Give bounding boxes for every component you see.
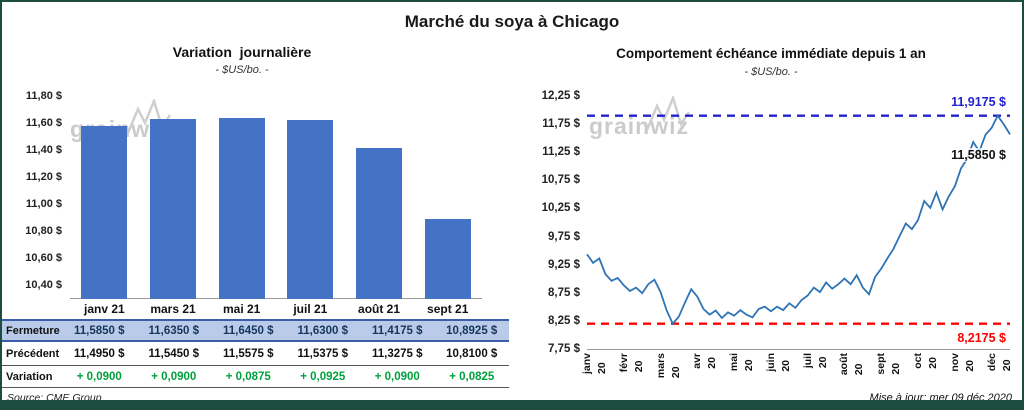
bar-category-label: janv 21	[83, 302, 125, 316]
line-xtick-label: janv 20	[581, 353, 608, 375]
row-label: Fermeture	[6, 324, 60, 337]
table-cell: 11,6350 $	[148, 324, 200, 337]
line-xtick-label: févr 20	[617, 353, 645, 373]
table-cell: 11,5575 $	[222, 347, 274, 360]
bar-6	[424, 219, 471, 299]
table-cell: 11,5850 $	[73, 324, 125, 337]
line-ytick-label: 8,25 $	[548, 314, 580, 327]
table-row-precedent: Précédent 11,4950 $ 11,5450 $ 11,5575 $ 11,5…	[2, 342, 509, 365]
bar-ytick-label: 11,60 $	[25, 116, 62, 129]
line-xtick-label: juin 20	[764, 353, 792, 372]
table-cell: 10,8925 $	[446, 324, 498, 337]
table-cell: + 0,0900	[374, 370, 420, 383]
bar-chart-plot: grainwiz 11,80 $11,60 $11,40 $11,20 $11,…	[25, 90, 482, 299]
table-cell: 11,4950 $	[73, 347, 125, 360]
line-xtick-label: sept 20	[875, 353, 903, 375]
line-ytick-label: 11,75 $	[542, 118, 580, 131]
table-cell: + 0,0925	[300, 370, 346, 383]
footer-bar	[2, 400, 1022, 408]
line-ytick-label: 11,25 $	[542, 146, 580, 159]
bar-category-label: mai 21	[223, 302, 261, 316]
price-line-chart	[586, 113, 1011, 326]
bar-3	[218, 117, 265, 299]
table-row-fermeture: Fermeture 11,5850 $ 11,6350 $ 11,6450 $ 11,6…	[2, 319, 509, 342]
watermark-text: grainwiz	[589, 113, 690, 139]
last-price-label: 11,5850 $	[949, 148, 1008, 163]
bar-5	[356, 148, 402, 299]
table-cell: 11,3275 $	[371, 347, 423, 360]
bar-ytick-label: 10,40 $	[25, 278, 62, 291]
line-xtick-label: août 20	[838, 353, 866, 376]
line-xtick-label: oct 20	[912, 353, 940, 369]
line-xtick-label: déc 20	[985, 353, 1013, 372]
line-xtick-label: mai 20	[728, 353, 756, 372]
line-xtick-label: juil 20	[801, 353, 829, 369]
bar-ytick-label: 11,80 $	[25, 89, 62, 102]
bar-ytick-label: 10,80 $	[25, 224, 62, 237]
bar-chart-subtitle: - $US/bo. -	[215, 64, 269, 76]
price-table: Fermeture 11,5850 $ 11,6350 $ 11,6450 $ 11,6…	[2, 319, 509, 388]
grainwiz-watermark: grainwiz	[589, 96, 691, 140]
bar-2	[150, 118, 196, 299]
bar-ytick-label: 11,20 $	[25, 170, 62, 183]
line-ytick-label: 12,25 $	[541, 90, 580, 102]
line-ytick-label: 8,75 $	[548, 286, 580, 299]
page-title: Marché du soya à Chicago	[404, 12, 620, 31]
bar-category-label: sept 21	[427, 302, 469, 316]
line-xtick-label: mars 20	[654, 353, 682, 379]
table-cell: + 0,0875	[225, 370, 271, 383]
max-price-label: 11,9175 $	[949, 94, 1008, 109]
bar-category-label: mars 21	[150, 302, 196, 316]
table-cell: + 0,0900	[151, 370, 197, 383]
bar-ytick-label: 10,60 $	[25, 251, 62, 264]
bar-ytick-label: 11,40 $	[25, 143, 62, 156]
table-cell: 11,4175 $	[371, 324, 423, 337]
table-cell: 11,6300 $	[297, 324, 349, 337]
line-chart-title: Comportement échéance immédiate depuis 1…	[616, 46, 926, 61]
table-row-variation: Variation + 0,0900 + 0,0900 + 0,0875 + 0,092…	[2, 365, 509, 388]
line-ytick-label: 10,25 $	[541, 202, 580, 215]
min-price-label: 8,2175 $	[955, 330, 1008, 345]
line-xtick-label: nov 20	[948, 353, 976, 372]
sparkline-zigzag-icon	[645, 96, 691, 131]
table-cell: 11,6450 $	[222, 324, 274, 337]
price-series-line	[586, 113, 1011, 326]
table-cell: 11,5450 $	[148, 347, 200, 360]
bar-4	[287, 119, 334, 299]
bar-chart-x-axis: janv 21 mars 21 mai 21 juil 21 août 21 sept 2…	[70, 302, 482, 316]
line-chart-plot: grainwiz 11,9175 $ 11,5850 $ 8,2175 $ 12…	[542, 90, 1013, 378]
bar-ytick-label: 11,00 $	[25, 197, 62, 210]
table-cell: + 0,0900	[76, 370, 122, 383]
bar-1	[81, 125, 128, 299]
line-ytick-label: 10,75 $	[541, 174, 580, 187]
line-ytick-label: 9,75 $	[548, 230, 580, 243]
bar-chart-title: Variation journalière	[172, 44, 312, 60]
bar-category-label: août 21	[358, 302, 401, 316]
line-ytick-label: 7,75 $	[548, 343, 580, 355]
bar-category-label: juil 21	[293, 302, 328, 316]
row-label: Variation	[6, 370, 53, 383]
line-ytick-label: 9,25 $	[548, 258, 580, 271]
line-xtick-label: avr 20	[691, 353, 719, 369]
table-cell: 10,8100 $	[446, 347, 498, 360]
line-chart-subtitle: - $US/bo. -	[744, 66, 798, 78]
row-label: Précédent	[6, 347, 60, 360]
table-cell: + 0,0825	[449, 370, 495, 383]
table-cell: 11,5375 $	[297, 347, 349, 360]
